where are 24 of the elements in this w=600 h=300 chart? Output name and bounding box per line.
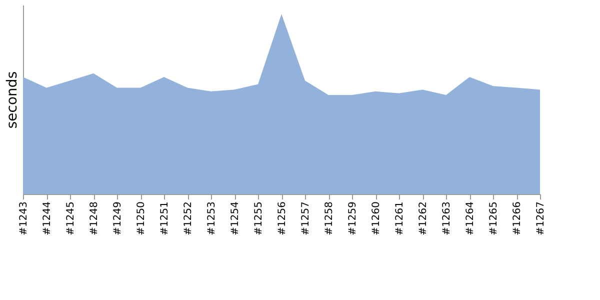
x-tick-label: #1243 — [18, 202, 30, 236]
x-tick-label: #1265 — [488, 202, 500, 236]
x-tick-label: #1245 — [66, 202, 76, 236]
x-tick-label: #1251 — [160, 202, 170, 236]
x-tick-label: #1263 — [442, 202, 452, 236]
y-axis-title: seconds — [4, 71, 20, 129]
x-tick-label: #1248 — [89, 202, 100, 236]
x-tick-label: #1258 — [324, 202, 335, 236]
x-tick-label: #1244 — [42, 202, 53, 236]
x-tick-label: #1260 — [371, 202, 382, 236]
x-tick-label: #1267 — [536, 202, 546, 236]
x-tick-label: #1259 — [348, 202, 358, 236]
x-tick-label: #1266 — [512, 202, 523, 236]
x-tick-label: #1254 — [230, 202, 241, 236]
x-tick-label: #1262 — [418, 202, 429, 236]
x-tick-label: #1250 — [136, 202, 147, 236]
x-tick-label: #1261 — [394, 202, 406, 236]
x-tick-label: #1264 — [465, 202, 476, 236]
x-tick-label: #1252 — [183, 202, 194, 236]
x-tick-label: #1256 — [277, 202, 288, 236]
x-tick-label: #1253 — [206, 202, 218, 236]
x-tick-label: #1257 — [300, 202, 312, 236]
x-tick-label: #1255 — [254, 202, 264, 236]
x-tick-label: #1249 — [112, 202, 124, 236]
